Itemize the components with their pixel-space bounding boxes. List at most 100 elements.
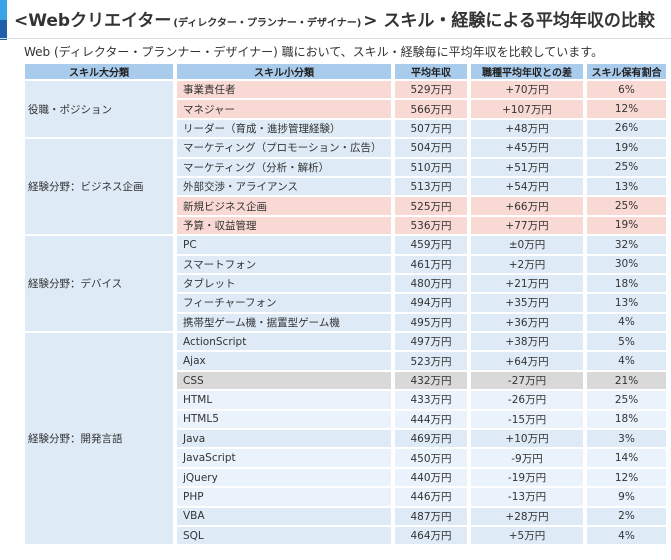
skill-name-cell: Ajax [177, 352, 391, 370]
skill-name-cell: フィーチャーフォン [177, 294, 391, 312]
table-row: フィーチャーフォン 494万円 +35万円 13% [25, 294, 666, 312]
table-row: 役職・ポジション 事業責任者 529万円 +70万円 6% [25, 81, 666, 138]
header-salary: 平均年収 [395, 64, 467, 79]
salary-cell: 513万円 [395, 177, 467, 196]
share-cell: 12% [587, 468, 666, 487]
share-cell: 32% [587, 236, 666, 254]
share-cell: 25% [587, 197, 666, 215]
diff-cell: +66万円 [471, 197, 583, 215]
table-row: PHP 446万円 -13万円 9% [25, 488, 666, 506]
table-row: 予算・収益管理 536万円 +77万円 19% [25, 216, 666, 235]
diff-cell: +21万円 [471, 274, 583, 293]
share-cell: 26% [587, 119, 666, 138]
table-row: 経験分野：開発言語 ActionScript 497万円 +38万円 5% [25, 333, 666, 545]
salary-cell: 507万円 [395, 119, 467, 138]
share-cell: 4% [587, 352, 666, 370]
table-row: マーケティング（分析・解析） 510万円 +51万円 25% [25, 158, 666, 176]
salary-cell: 523万円 [395, 352, 467, 370]
skill-name-cell: 予算・収益管理 [177, 216, 391, 235]
skill-name-cell: 外部交渉・アライアンス [177, 177, 391, 196]
title-prefix: <Webクリエイター [14, 11, 172, 31]
skill-name-cell: PHP [177, 488, 391, 506]
share-cell: 21% [587, 371, 666, 390]
table-row: JavaScript 450万円 -9万円 14% [25, 449, 666, 467]
diff-cell: +107万円 [471, 100, 583, 118]
page-title: <Webクリエイター (ディレクター・プランナー・デザイナー) > スキル・経験… [14, 6, 655, 36]
salary-cell: 459万円 [395, 236, 467, 254]
table-row: リーダー（育成・進捗管理経験） 507万円 +48万円 26% [25, 119, 666, 138]
table-row: 経験分野：デバイス PC 459万円 ±0万円 32% [25, 236, 666, 332]
diff-cell: -26万円 [471, 391, 583, 409]
skill-name-cell: マーケティング（分析・解析） [177, 158, 391, 176]
diff-cell: +10万円 [471, 430, 583, 448]
diff-cell: +70万円 [471, 81, 583, 99]
diff-cell: +54万円 [471, 177, 583, 196]
diff-cell: +28万円 [471, 507, 583, 525]
header-share: スキル保有割合 [587, 64, 666, 79]
salary-cell: 504万円 [395, 139, 467, 157]
share-cell: 3% [587, 430, 666, 448]
page-subtitle: Web (ディレクター・プランナー・デザイナー) 職において、スキル・経験毎に平… [24, 45, 604, 59]
diff-cell: -13万円 [471, 488, 583, 506]
salary-cell: 566万円 [395, 100, 467, 118]
skill-name-cell: マーケティング（プロモーション・広告） [177, 139, 391, 157]
table-row: スマートフォン 461万円 +2万円 30% [25, 255, 666, 273]
share-cell: 25% [587, 391, 666, 409]
share-cell: 19% [587, 216, 666, 235]
salary-cell: 450万円 [395, 449, 467, 467]
diff-cell: +64万円 [471, 352, 583, 370]
salary-cell: 525万円 [395, 197, 467, 215]
diff-cell: +5万円 [471, 526, 583, 545]
salary-cell: 464万円 [395, 526, 467, 545]
category-cell: 経験分野：ビジネス企画 [25, 139, 173, 235]
share-cell: 25% [587, 158, 666, 176]
salary-cell: 487万円 [395, 507, 467, 525]
share-cell: 2% [587, 507, 666, 525]
salary-cell: 440万円 [395, 468, 467, 487]
table-row: 外部交渉・アライアンス 513万円 +54万円 13% [25, 177, 666, 196]
table-row: CSS 432万円 -27万円 21% [25, 371, 666, 390]
skill-name-cell: スマートフォン [177, 255, 391, 273]
salary-cell: 432万円 [395, 371, 467, 390]
share-cell: 5% [587, 333, 666, 351]
header-category: スキル大分類 [25, 64, 173, 79]
share-cell: 18% [587, 274, 666, 293]
salary-cell: 529万円 [395, 81, 467, 99]
salary-cell: 495万円 [395, 313, 467, 332]
skill-name-cell: タブレット [177, 274, 391, 293]
skill-name-cell: SQL [177, 526, 391, 545]
share-cell: 6% [587, 81, 666, 99]
diff-cell: +38万円 [471, 333, 583, 351]
skill-name-cell: jQuery [177, 468, 391, 487]
share-cell: 14% [587, 449, 666, 467]
skill-name-cell: HTML5 [177, 410, 391, 429]
table-row: HTML5 444万円 -15万円 18% [25, 410, 666, 429]
diff-cell: +36万円 [471, 313, 583, 332]
diff-cell: +51万円 [471, 158, 583, 176]
table-header-row: スキル大分類 スキル小分類 平均年収 職種平均年収との差 スキル保有割合 [25, 64, 666, 79]
category-cell: 経験分野：開発言語 [25, 333, 173, 545]
salary-cell: 444万円 [395, 410, 467, 429]
skill-name-cell: Java [177, 430, 391, 448]
salary-cell: 494万円 [395, 294, 467, 312]
salary-cell: 469万円 [395, 430, 467, 448]
diff-cell: +2万円 [471, 255, 583, 273]
diff-cell: -15万円 [471, 410, 583, 429]
title-suffix: > スキル・経験による平均年収の比較 [363, 11, 655, 31]
header-skill: スキル小分類 [177, 64, 391, 79]
share-cell: 9% [587, 488, 666, 506]
salary-cell: 510万円 [395, 158, 467, 176]
diff-cell: -27万円 [471, 371, 583, 390]
category-cell: 役職・ポジション [25, 81, 173, 138]
skill-name-cell: リーダー（育成・進捗管理経験） [177, 119, 391, 138]
skill-name-cell: JavaScript [177, 449, 391, 467]
table-row: HTML 433万円 -26万円 25% [25, 391, 666, 409]
skill-name-cell: 新規ビジネス企画 [177, 197, 391, 215]
share-cell: 13% [587, 294, 666, 312]
share-cell: 4% [587, 313, 666, 332]
skill-name-cell: 事業責任者 [177, 81, 391, 99]
diff-cell: +45万円 [471, 139, 583, 157]
diff-cell: -19万円 [471, 468, 583, 487]
skill-name-cell: VBA [177, 507, 391, 525]
table-row: jQuery 440万円 -19万円 12% [25, 468, 666, 487]
